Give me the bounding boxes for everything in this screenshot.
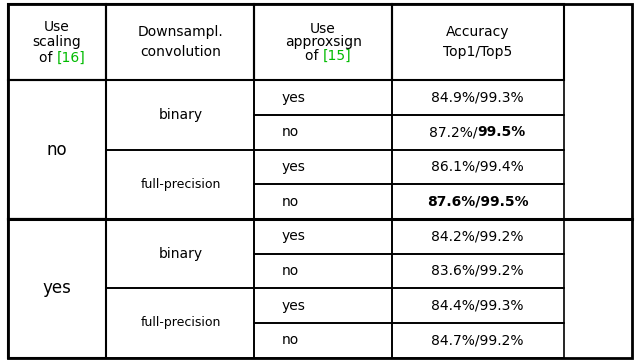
Text: Use: Use	[310, 22, 336, 36]
Text: scaling: scaling	[33, 35, 81, 49]
Text: Accuracy: Accuracy	[446, 25, 509, 39]
Bar	[392, 184, 564, 219]
Bar	[106, 80, 255, 150]
Bar	[255, 80, 392, 115]
Text: no: no	[282, 125, 299, 139]
Text: no: no	[47, 141, 67, 159]
Bar	[106, 150, 255, 219]
Text: 86.1%/99.4%: 86.1%/99.4%	[431, 160, 524, 174]
Bar	[255, 150, 392, 184]
Text: 83.6%/99.2%: 83.6%/99.2%	[431, 264, 524, 278]
Text: 87.6%/99.5%: 87.6%/99.5%	[427, 195, 529, 209]
Text: yes: yes	[43, 279, 72, 297]
Text: binary: binary	[158, 108, 202, 122]
Text: [16]: [16]	[57, 51, 86, 65]
Text: no: no	[282, 264, 299, 278]
Bar	[392, 150, 564, 184]
Bar	[255, 254, 392, 288]
Text: 99.5%: 99.5%	[477, 125, 526, 139]
Bar	[392, 254, 564, 288]
Text: yes: yes	[282, 299, 306, 313]
Text: Use: Use	[44, 20, 70, 34]
Text: Downsampl.: Downsampl.	[138, 25, 223, 39]
Text: 84.4%/99.3%: 84.4%/99.3%	[431, 299, 524, 313]
Bar	[255, 323, 392, 358]
Bar	[392, 323, 564, 358]
Bar	[255, 4, 392, 80]
Text: binary: binary	[158, 247, 202, 261]
Text: no: no	[282, 195, 299, 209]
Bar	[255, 115, 392, 150]
Bar	[106, 219, 255, 288]
Text: yes: yes	[282, 160, 306, 174]
Text: 87.2%/: 87.2%/	[429, 125, 477, 139]
Bar	[8, 4, 106, 80]
Text: of: of	[39, 51, 57, 65]
Text: convolution: convolution	[140, 46, 221, 59]
Bar	[8, 219, 106, 358]
Bar	[392, 80, 564, 115]
Text: [15]: [15]	[323, 49, 352, 63]
Bar	[392, 288, 564, 323]
Text: full-precision: full-precision	[140, 178, 221, 191]
Bar	[255, 219, 392, 254]
Bar	[255, 184, 392, 219]
Bar	[255, 288, 392, 323]
Text: 84.9%/99.3%: 84.9%/99.3%	[431, 90, 524, 105]
Text: yes: yes	[282, 90, 306, 105]
Bar	[392, 115, 564, 150]
Text: 84.2%/99.2%: 84.2%/99.2%	[431, 229, 524, 243]
Text: no: no	[282, 333, 299, 347]
Bar	[392, 219, 564, 254]
Bar	[392, 4, 564, 80]
Text: full-precision: full-precision	[140, 316, 221, 329]
Text: of: of	[305, 49, 323, 63]
Text: approxsign: approxsign	[285, 35, 362, 49]
Bar	[106, 4, 255, 80]
Bar	[106, 288, 255, 358]
Text: yes: yes	[282, 229, 306, 243]
Text: Top1/Top5: Top1/Top5	[443, 46, 513, 59]
Bar	[8, 80, 106, 219]
Text: 84.7%/99.2%: 84.7%/99.2%	[431, 333, 524, 347]
